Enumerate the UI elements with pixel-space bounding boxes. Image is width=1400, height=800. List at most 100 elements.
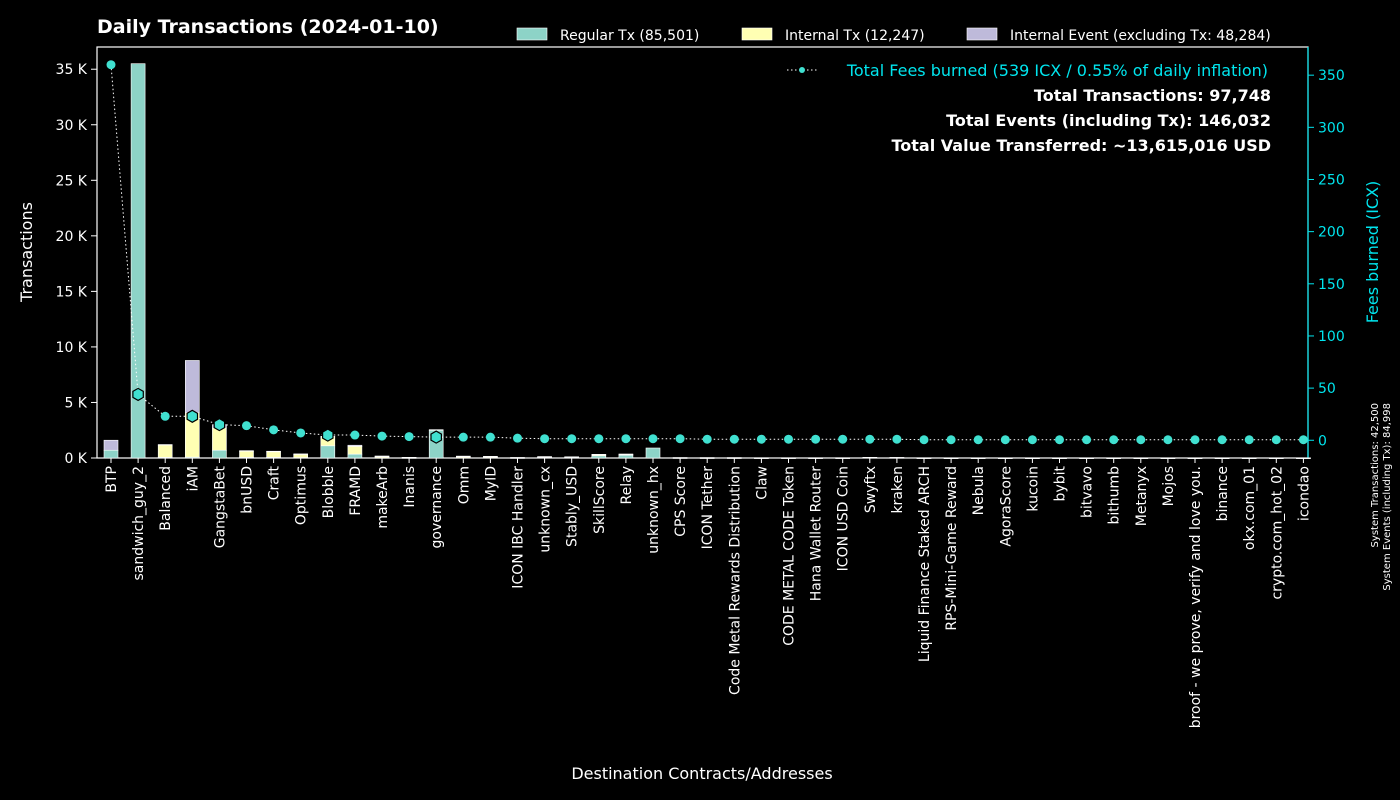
legend-swatch: [516, 27, 548, 41]
bar-segment: [347, 453, 363, 459]
fees-point: [1109, 435, 1119, 445]
fees-point: [865, 434, 875, 444]
fees-point: [811, 434, 821, 444]
bar-segment: [564, 456, 580, 458]
category-label: kucoin: [1025, 466, 1041, 512]
category-label: BTP: [104, 466, 120, 493]
summary-line: Total Events (including Tx): 146,032: [946, 111, 1271, 130]
y-right-tick-label: 0: [1318, 433, 1327, 449]
category-label: unknown_hx: [646, 466, 662, 554]
fees-point: [1000, 435, 1010, 445]
y-tick-label: 25 K: [56, 173, 88, 189]
legend-swatch: [741, 27, 773, 41]
fees-point: [242, 421, 251, 431]
bar-segment: [537, 456, 552, 458]
y-right-tick-label: 100: [1318, 329, 1345, 345]
fees-point: [1271, 435, 1281, 445]
fees-point: [946, 435, 956, 445]
category-label: bithumb: [1107, 466, 1123, 525]
y-right-tick-label: 150: [1318, 277, 1345, 293]
bar-segment: [266, 450, 281, 453]
y-axis-right: 0 50 100 150 200 250 300 350: [1307, 47, 1345, 458]
bar-segment: [645, 447, 661, 459]
side-note: System Events (including Tx): 84,998: [1382, 403, 1393, 591]
bar-segment: [401, 457, 417, 459]
fees-point: [838, 434, 848, 444]
fees-point: [567, 434, 577, 444]
category-label: bnUSD: [240, 466, 256, 514]
y-tick-label: 20 K: [56, 229, 88, 245]
category-label: Stably_USD: [565, 466, 581, 547]
fees-point: [377, 431, 387, 441]
fees-point: [784, 434, 793, 444]
category-label: sandwich_guy_2: [131, 466, 147, 581]
fees-point: [485, 432, 495, 442]
y-right-tick-label: 350: [1318, 68, 1345, 84]
category-label: ICON USD Coin: [836, 466, 852, 571]
x-axis-categories: BTP sandwich_guy_2 Balanced iAM GangstaBet bn…: [104, 458, 1312, 728]
legend-label: Internal Tx (12,247): [785, 28, 925, 44]
category-label: Liquid Finance Staked ARCH: [917, 466, 933, 662]
y-tick-label: 0 K: [64, 451, 87, 467]
bar-segment: [428, 429, 444, 431]
bar-segment: [239, 450, 254, 458]
fees-point: [702, 434, 712, 444]
y-tick-label: 10 K: [56, 340, 88, 356]
chart-title: Daily Transactions (2024-01-10): [97, 16, 439, 38]
fees-point-highlight: [186, 409, 199, 423]
fees-point: [296, 428, 306, 438]
category-label: Nebula: [971, 466, 987, 515]
legend: Regular Tx (85,501) Internal Tx (12,247) I…: [516, 27, 1271, 44]
plot-frame: [96, 46, 1309, 459]
category-label: Inanis: [402, 466, 418, 508]
category-label: okx.com_01: [1242, 466, 1258, 550]
bar-segment: [157, 444, 173, 458]
legend-swatch: [966, 27, 998, 41]
category-label: Code Metal Rewards Distribution: [727, 466, 743, 695]
y-right-tick-label: 300: [1318, 120, 1345, 136]
y-axis-right-label: Fees burned (ICX): [1363, 181, 1382, 324]
fees-point: [160, 411, 170, 421]
fees-point: [1027, 435, 1037, 445]
summary-text: Total Transactions: 97,748 Total Events (…: [892, 86, 1272, 155]
category-label: GangstaBet: [212, 465, 228, 548]
category-label: ICON Tether: [700, 466, 716, 550]
fees-point: [458, 432, 468, 442]
category-label: Optimus: [294, 466, 310, 525]
legend-label: Regular Tx (85,501): [560, 28, 699, 44]
category-label: broof - we prove, verify and love you.: [1188, 466, 1204, 728]
bar-segment: [320, 445, 336, 459]
category-label: ICON IBC Handler: [511, 466, 527, 589]
category-label: Omm: [456, 466, 472, 504]
fees-point-highlight: [430, 430, 442, 444]
category-label: Claw: [754, 466, 770, 500]
side-notes: System Transactions: 42,500 System Events…: [1370, 403, 1393, 591]
fees-point: [269, 425, 279, 435]
category-label: CPS Score: [673, 466, 689, 537]
bar-segment: [347, 446, 363, 455]
bar-segment: [347, 444, 363, 447]
category-label: Craft: [267, 466, 283, 501]
category-label: bybit: [1053, 465, 1069, 501]
category-label: CODE METAL CODE Token: [782, 466, 798, 646]
fees-point: [919, 435, 929, 445]
fees-point: [1217, 435, 1227, 445]
bar-segment: [103, 449, 119, 459]
side-note: System Transactions: 42,500: [1370, 403, 1381, 547]
category-label: Hana Wallet Router: [809, 466, 825, 602]
bar-segment: [103, 439, 119, 451]
fees-point: [729, 434, 739, 444]
category-label: bitvavo: [1080, 466, 1096, 518]
summary-line: Total Transactions: 97,748: [1034, 86, 1271, 105]
fees-point: [1244, 435, 1254, 445]
category-label: kraken: [890, 466, 906, 514]
x-axis-label: Destination Contracts/Addresses: [571, 764, 832, 783]
fees-point: [350, 430, 360, 440]
fees-point: [1190, 435, 1200, 445]
fees-legend: Total Fees burned (539 ICX / 0.55% of da…: [787, 61, 1268, 80]
bar-segment: [212, 427, 227, 451]
category-label: Balanced: [158, 466, 174, 531]
category-label: RPS-Mini-Game Reward: [944, 466, 960, 631]
y-tick-label: 35 K: [56, 62, 88, 78]
